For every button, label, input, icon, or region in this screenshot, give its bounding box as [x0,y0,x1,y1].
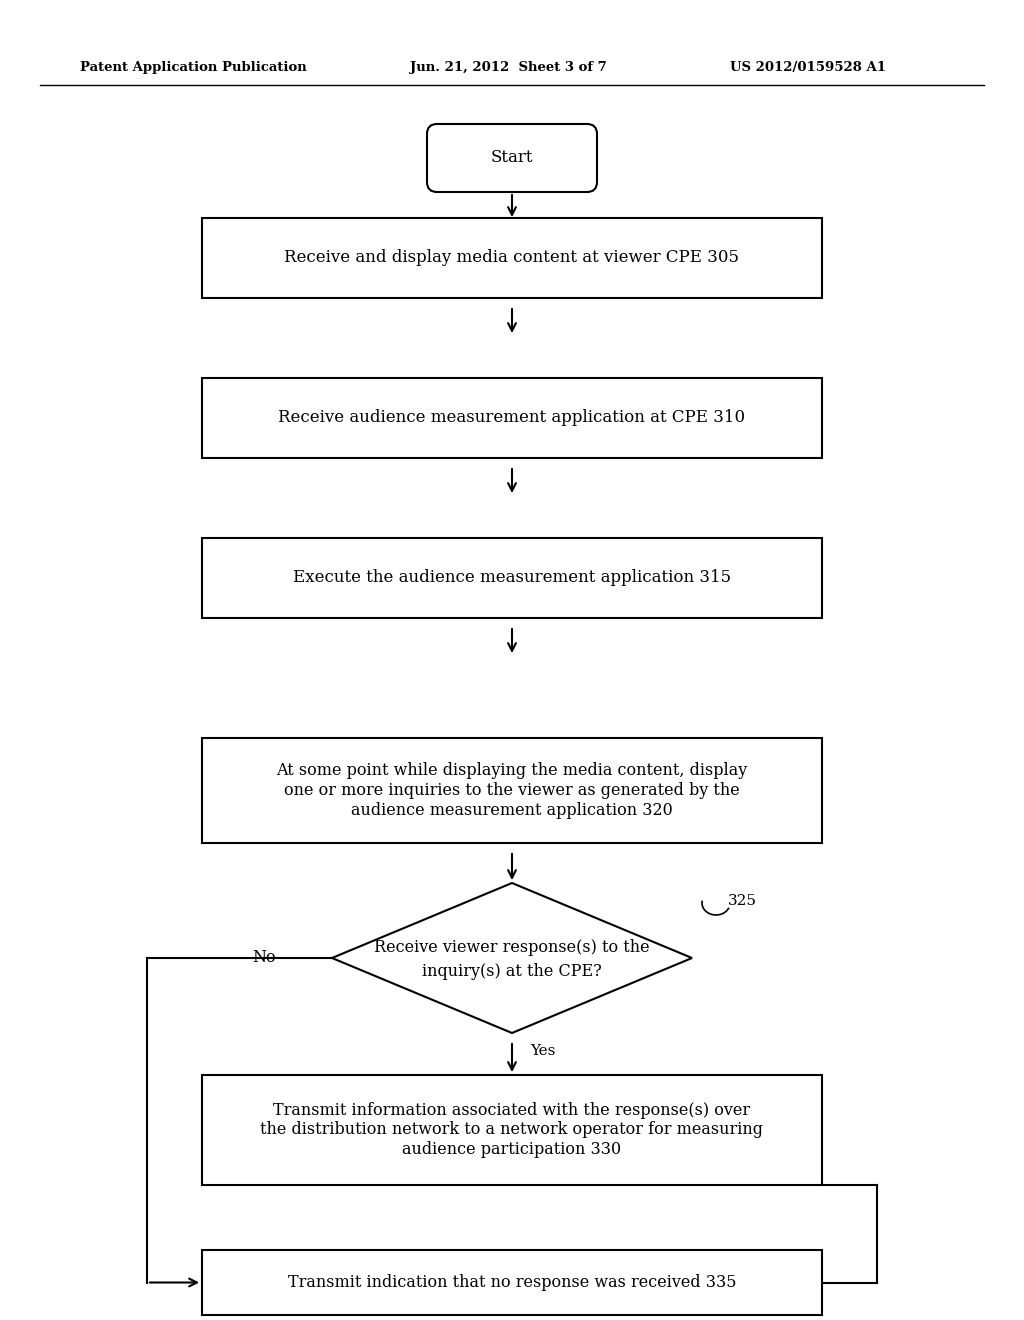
Text: Execute the audience measurement application 315: Execute the audience measurement applica… [293,569,731,586]
Text: No: No [252,949,275,966]
Text: Yes: Yes [530,1044,555,1059]
Text: Receive viewer response(s) to the: Receive viewer response(s) to the [374,940,650,957]
Text: US 2012/0159528 A1: US 2012/0159528 A1 [730,62,886,74]
Bar [202,1250,822,1315]
Bar [202,378,822,458]
Text: inquiry(s) at the CPE?: inquiry(s) at the CPE? [422,964,602,981]
Text: Jun. 21, 2012  Sheet 3 of 7: Jun. 21, 2012 Sheet 3 of 7 [410,62,607,74]
Text: 325: 325 [728,894,757,908]
Text: Transmit indication that no response was received 335: Transmit indication that no response was… [288,1274,736,1291]
Bar [202,218,822,298]
Bar [202,1074,822,1185]
Text: Receive and display media content at viewer CPE 305: Receive and display media content at vie… [285,249,739,267]
Text: Patent Application Publication: Patent Application Publication [80,62,307,74]
Bar [202,738,822,843]
Text: At some point while displaying the media content, display
one or more inquiries : At some point while displaying the media… [276,763,748,818]
Polygon shape [332,883,692,1034]
Text: Receive audience measurement application at CPE 310: Receive audience measurement application… [279,409,745,426]
FancyBboxPatch shape [427,124,597,191]
Text: Start: Start [490,149,534,166]
Text: Transmit information associated with the response(s) over
the distribution netwo: Transmit information associated with the… [260,1102,764,1158]
Bar [202,539,822,618]
